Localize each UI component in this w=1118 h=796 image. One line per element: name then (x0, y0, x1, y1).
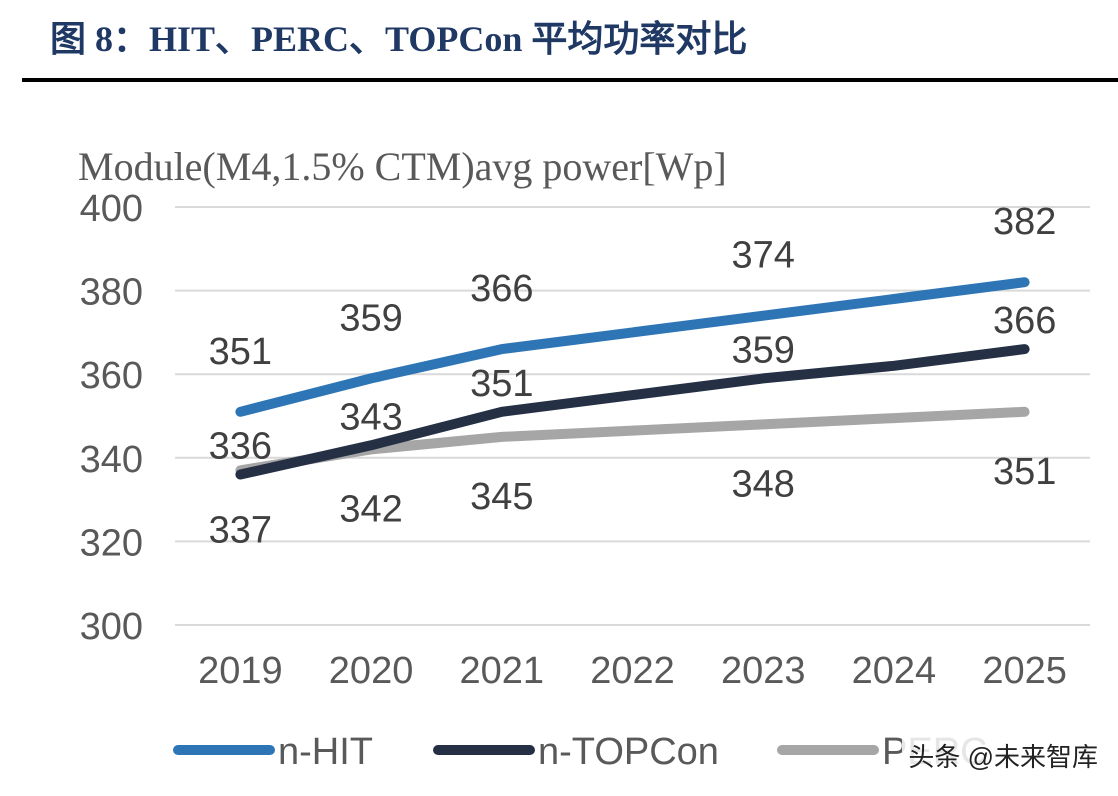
y-tick-label: 300 (80, 606, 143, 648)
data-label: 342 (339, 488, 402, 530)
y-tick-label: 380 (80, 272, 143, 314)
data-label: 359 (339, 297, 402, 339)
x-tick-label: 2025 (982, 650, 1067, 692)
legend-label: n-TOPCon (538, 731, 719, 773)
x-tick-label: 2020 (329, 650, 414, 692)
x-tick-label: 2022 (590, 650, 675, 692)
y-tick-label: 400 (80, 188, 143, 230)
series-line (235, 344, 1030, 480)
data-label: 336 (209, 426, 272, 468)
data-label: 345 (470, 476, 533, 518)
series-line (235, 277, 1030, 417)
y-axis-label: Module(M4,1.5% CTM)avg power[Wp] (78, 144, 727, 189)
x-tick-label: 2021 (460, 650, 545, 692)
watermark: 头条 @未来智库 (902, 737, 1104, 774)
x-tick-label: 2024 (852, 650, 937, 692)
x-tick-label: 2019 (198, 650, 283, 692)
data-label: 366 (470, 268, 533, 310)
data-label: 374 (732, 235, 795, 277)
y-tick-label: 360 (80, 355, 143, 397)
legend-label: n-HIT (278, 731, 373, 773)
y-tick-label: 320 (80, 522, 143, 564)
y-tick-labels: 300 320 340 360 380 400 (80, 188, 143, 648)
figure-title: 图 8：HIT、PERC、TOPCon 平均功率对比 (50, 19, 748, 59)
data-label: 382 (993, 201, 1056, 243)
data-label: 351 (209, 331, 272, 373)
title-underline (22, 78, 1118, 82)
data-label: 351 (993, 451, 1056, 493)
x-tick-label: 2023 (721, 650, 806, 692)
data-label: 337 (209, 509, 272, 551)
data-label: 348 (732, 463, 795, 505)
data-label: 359 (732, 329, 795, 371)
data-labels: 351 359 366 374 382 336 343 351 359 366 337 342 345 3… (209, 201, 1057, 551)
data-label: 366 (993, 300, 1056, 342)
series-lines (235, 277, 1030, 480)
data-label: 343 (339, 396, 402, 438)
x-tick-labels: 2019 2020 2021 2022 2023 2024 2025 (198, 650, 1067, 692)
data-label: 351 (470, 363, 533, 405)
y-tick-label: 340 (80, 439, 143, 481)
